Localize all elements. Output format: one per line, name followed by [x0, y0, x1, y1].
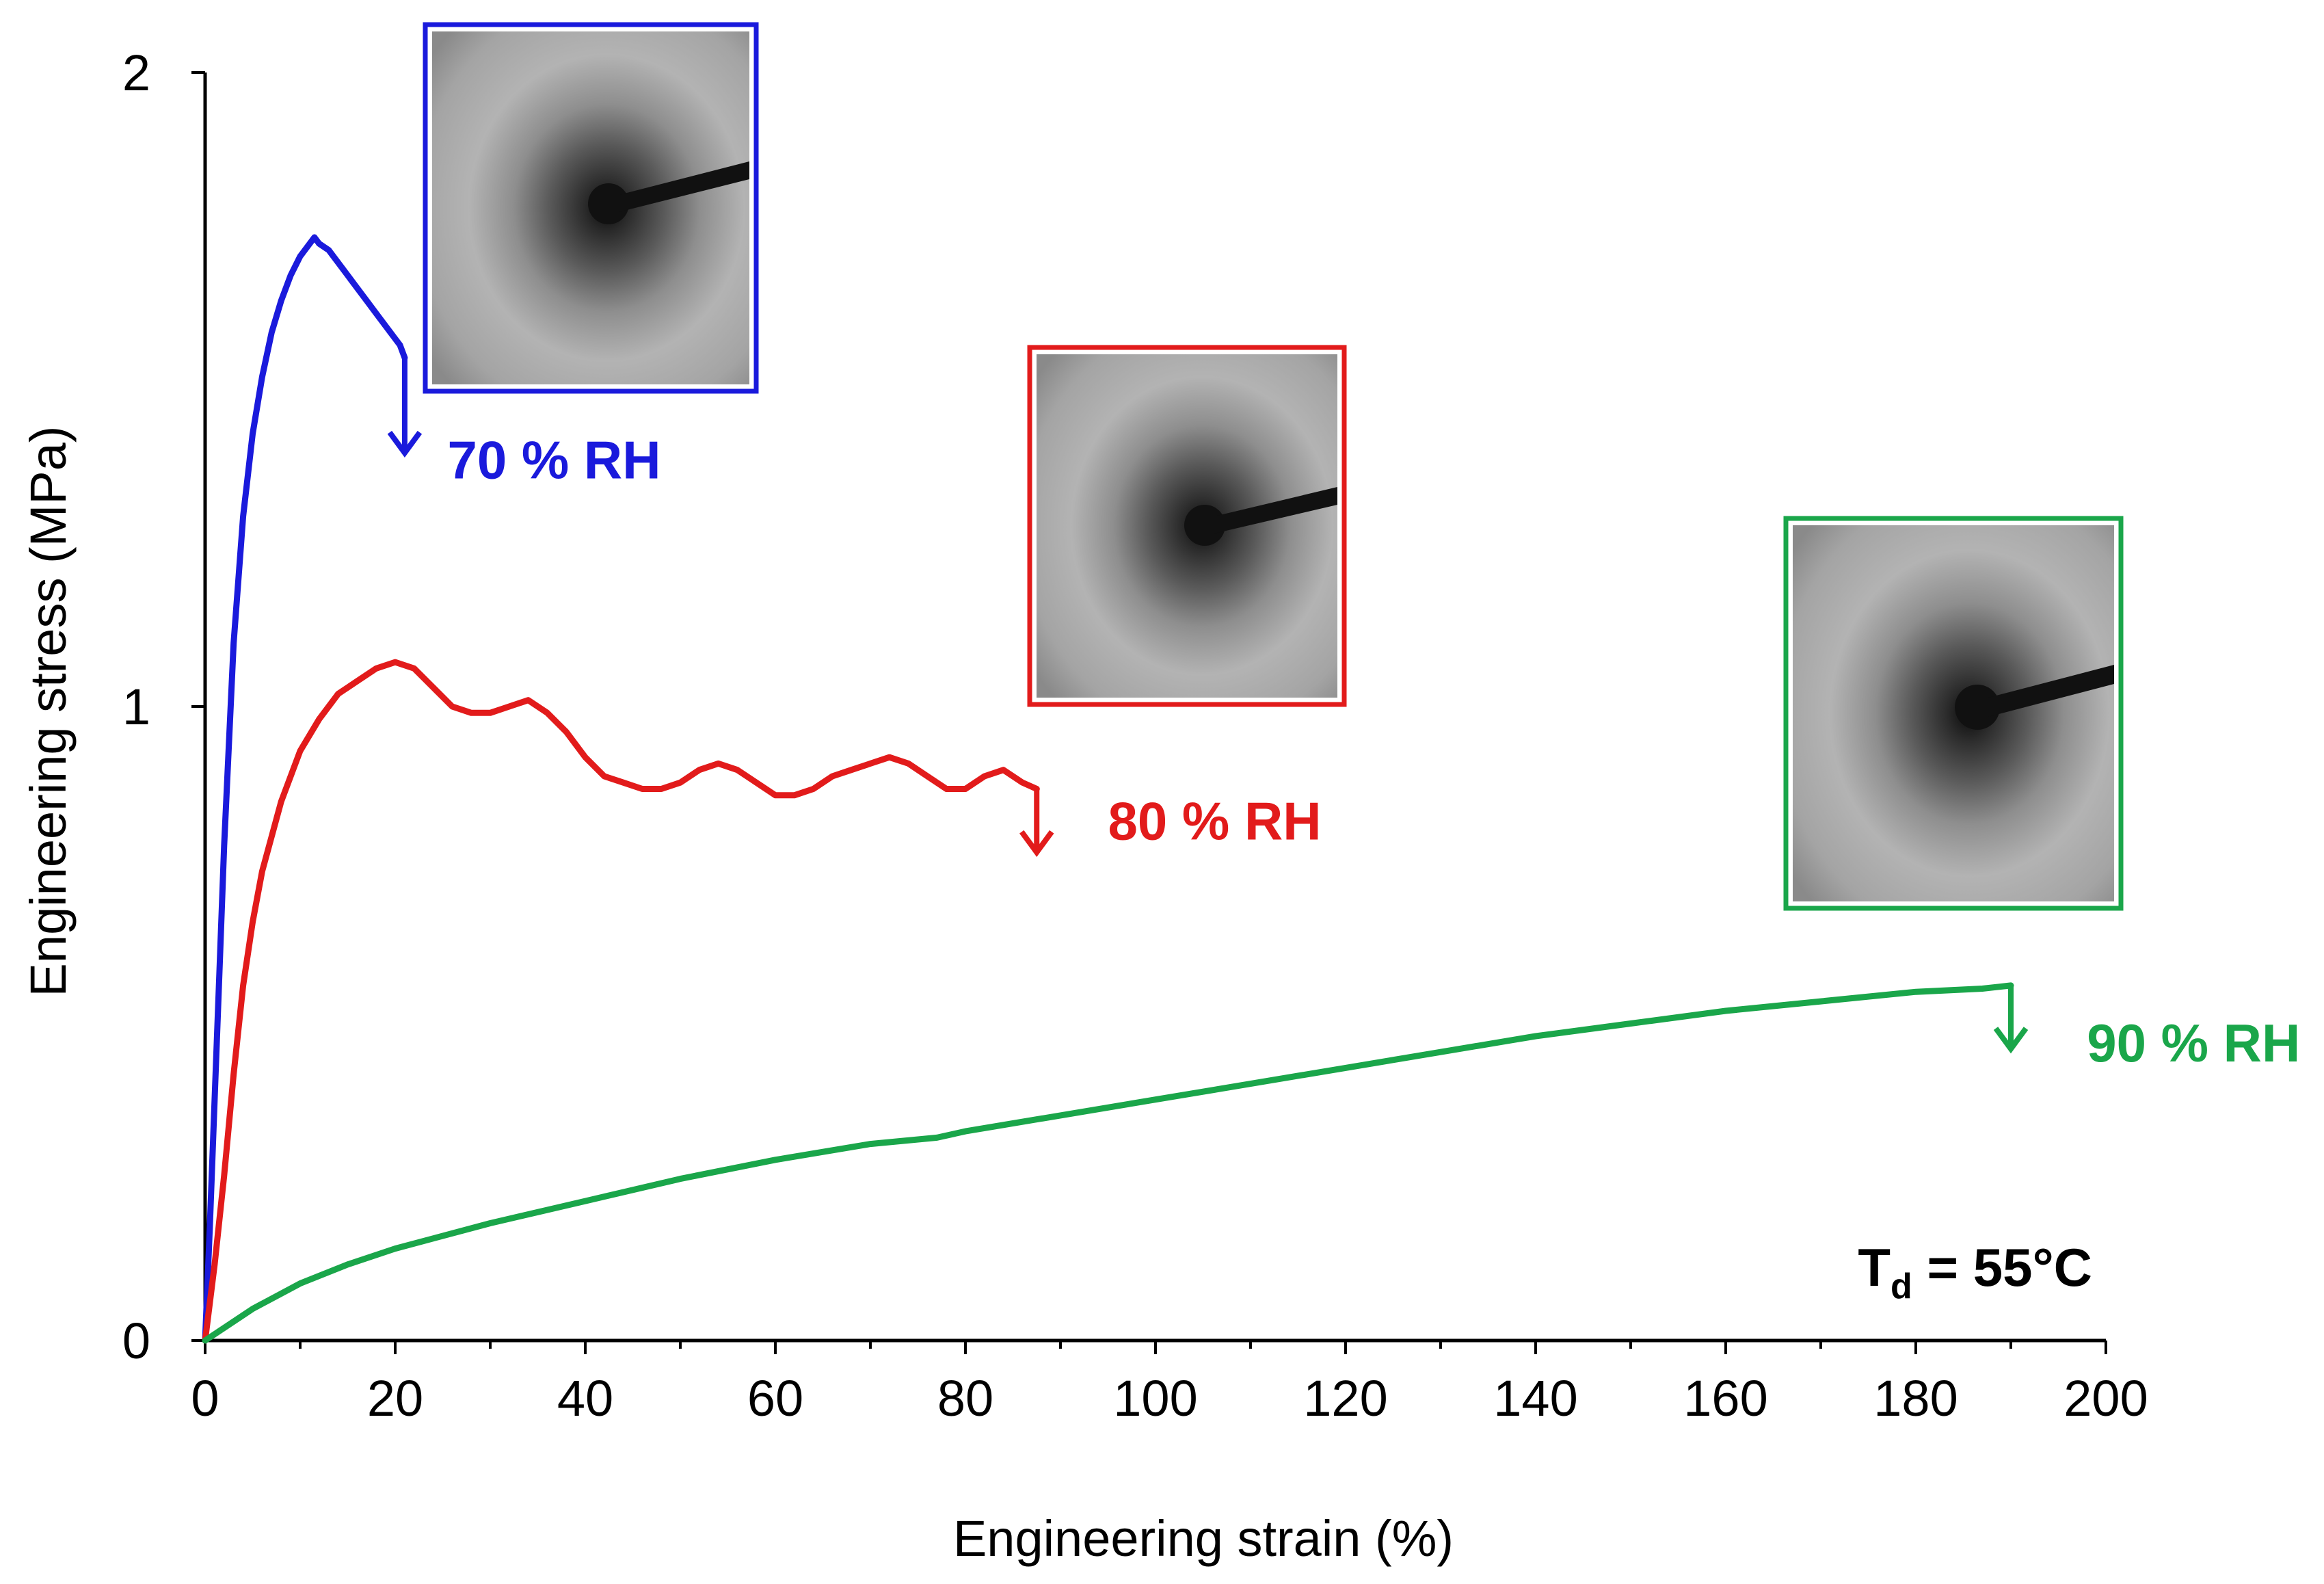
x-tick-label: 0 [191, 1370, 219, 1427]
y-tick-label: 0 [122, 1312, 150, 1369]
axes: 0 20 40 60 80 100 120 140 160 180 200 0 1 2 [122, 44, 2148, 1427]
failure-arrowhead-2 [1993, 1027, 2029, 1054]
y-axis-title: Engineering stress (MPa) [20, 426, 77, 997]
inset-80-frame [1027, 345, 1347, 707]
x-tick-label: 160 [1683, 1370, 1767, 1427]
temperature-annotation: Td = 55°C [1858, 1237, 2092, 1306]
failure-arrowhead-1 [1019, 830, 1054, 857]
x-tick-label: 200 [2063, 1370, 2148, 1427]
inset-90-frame [1783, 516, 2124, 911]
y-tick-label: 2 [122, 44, 150, 101]
x-tick-label: 180 [1873, 1370, 1958, 1427]
series-line-0 [202, 234, 408, 1344]
y-ticks: 0 1 2 [122, 44, 205, 1369]
inset-80-beamstop [1184, 505, 1225, 546]
series-line-2 [202, 982, 2014, 1344]
inset-70-frame [423, 22, 759, 394]
saxs-inset-90 [1783, 516, 2124, 911]
x-axis-title: Engineering strain (%) [953, 1510, 1454, 1567]
series-label-1: 80 % RH [1108, 791, 1322, 852]
inset-90-beamstop-arm [1988, 665, 2114, 717]
x-tick-label: 80 [937, 1370, 993, 1427]
x-tick-label: 40 [557, 1370, 613, 1427]
x-tick-label: 100 [1113, 1370, 1197, 1427]
inset-80-beamstop-arm [1214, 487, 1337, 533]
x-tick-label: 140 [1493, 1370, 1577, 1427]
series-label-2: 90 % RH [2087, 1013, 2300, 1073]
failure-arrowhead-0 [387, 430, 423, 458]
saxs-inset-70 [423, 22, 759, 394]
inset-90-beamstop [1955, 685, 2000, 730]
inset-70-beamstop [588, 183, 629, 224]
x-ticks: 0 20 40 60 80 100 120 140 160 180 200 [191, 1341, 2148, 1427]
series-line-1 [202, 659, 1040, 1344]
inset-70-beamstop-arm [619, 161, 749, 212]
x-tick-label: 60 [747, 1370, 803, 1427]
series-label-0: 70 % RH [447, 430, 660, 490]
y-tick-label: 1 [122, 678, 150, 735]
saxs-inset-80 [1027, 345, 1347, 707]
series-layer: 70 % RH 80 % RH 90 % RH [202, 234, 2300, 1344]
inset-90-pattern [1793, 525, 2114, 901]
x-tick-label: 20 [367, 1370, 423, 1427]
x-tick-label: 120 [1303, 1370, 1387, 1427]
